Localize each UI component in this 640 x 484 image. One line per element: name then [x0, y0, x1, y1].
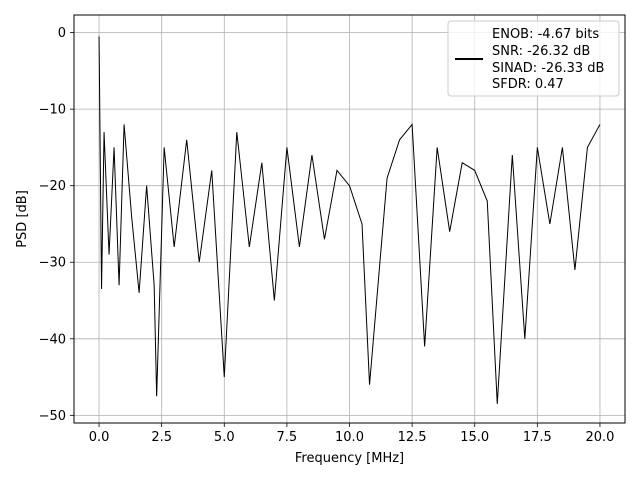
x-tick-label: 5.0 [214, 430, 235, 445]
x-tick-label: 10.0 [335, 430, 364, 445]
x-axis-ticks: 0.0 2.5 5.0 7.5 10.0 12.5 15.0 17.5 20.0 [89, 423, 614, 445]
y-tick-label: 0 [58, 26, 66, 41]
y-tick-label: −30 [39, 256, 66, 271]
legend-box [447, 20, 620, 97]
x-tick-label: 17.5 [523, 430, 552, 445]
y-tick-label: −40 [39, 332, 66, 347]
x-tick-label: 7.5 [277, 430, 298, 445]
legend-entry: SINAD: -26.33 dB [492, 61, 604, 76]
legend: ENOB: -4.67 bits SNR: -26.32 dB SINAD: -… [447, 20, 620, 97]
legend-entry: SNR: -26.32 dB [492, 44, 590, 59]
x-axis-label: Frequency [MHz] [295, 451, 404, 466]
x-tick-label: 20.0 [585, 430, 614, 445]
y-tick-label: −20 [39, 179, 66, 194]
y-axis-label: PSD [dB] [15, 190, 30, 248]
y-tick-label: −10 [39, 103, 66, 118]
x-tick-label: 2.5 [151, 430, 172, 445]
x-tick-label: 0.0 [89, 430, 110, 445]
x-tick-label: 15.0 [460, 430, 489, 445]
legend-entry: ENOB: -4.67 bits [492, 27, 599, 42]
y-tick-label: −50 [39, 409, 66, 424]
psd-series-line [98, 36, 601, 404]
y-axis-ticks: 0 −10 −20 −30 −40 −50 [39, 26, 74, 424]
legend-entry: SFDR: 0.47 [492, 77, 564, 92]
x-tick-label: 12.5 [398, 430, 427, 445]
plot-area [98, 36, 601, 404]
